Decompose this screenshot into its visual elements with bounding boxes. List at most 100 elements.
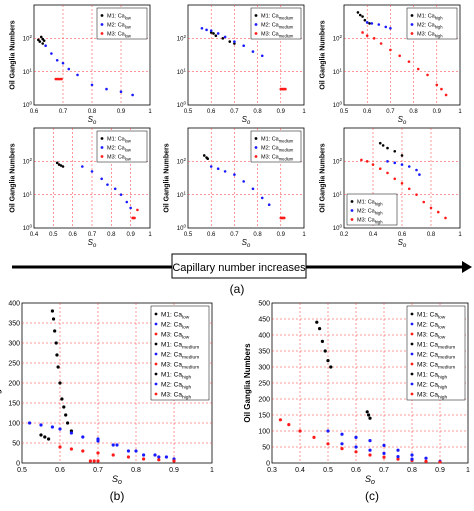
data-point: [200, 26, 204, 30]
data-point: [393, 161, 397, 165]
data-point: [81, 165, 84, 168]
x-tick-label: 1: [302, 232, 306, 238]
y-tick-label: 250: [8, 360, 20, 367]
legend-box: [150, 305, 210, 401]
x-tick-label: 0.7: [59, 109, 68, 115]
y-tick-label-sub: 1: [183, 67, 186, 72]
y-tick-label: 0: [16, 460, 20, 467]
legend-entry: M1: Camedium: [417, 341, 455, 350]
data-point: [41, 42, 44, 45]
data-point: [436, 210, 440, 214]
data-point: [340, 447, 344, 451]
y-tick-label: 100: [8, 420, 20, 427]
legend-entry: M2: Cahigh: [357, 209, 383, 216]
legend-entry-sub: medium: [279, 33, 294, 38]
data-point: [233, 40, 236, 43]
data-point: [100, 177, 103, 181]
y-tick-label: 300: [258, 364, 270, 371]
panel-label-a: (a): [230, 282, 245, 296]
y-axis-label: Oil Ganglia Numbers: [319, 20, 326, 89]
data-point: [371, 163, 375, 166]
legend-entry-sub: low: [438, 324, 446, 330]
data-point: [157, 455, 161, 459]
x-axis-label: So: [398, 115, 407, 126]
legend-entry-sub: high: [435, 15, 443, 20]
data-point: [134, 449, 138, 453]
legend: M1: Calow M2: Calow M3: Calow: [96, 130, 148, 163]
x-axis-label-sub: o: [118, 479, 122, 486]
x-tick-label: 1: [466, 467, 470, 474]
x-tick-label: 0.7: [386, 109, 395, 115]
legend-entry: M2: Calow: [107, 23, 131, 30]
data-point: [365, 160, 369, 163]
legend-entry-sub: high: [438, 374, 447, 380]
data-point: [398, 54, 401, 58]
data-point: [389, 48, 392, 52]
legend-marker: [154, 392, 158, 396]
y-tick-label: 100: [23, 224, 33, 232]
legend-box: [406, 305, 466, 401]
data-point: [260, 196, 264, 200]
data-point: [216, 167, 220, 171]
data-point: [216, 32, 220, 35]
data-point: [119, 90, 123, 94]
y-axis-label: Oil Ganglia Numbers: [163, 143, 170, 212]
x-axis-label: So: [365, 474, 375, 486]
y-tick-label-sub: 2: [29, 34, 32, 39]
legend-entry: M1: Cahigh: [417, 371, 447, 380]
legend-entry: M1: Cahigh: [417, 14, 443, 21]
legend-marker: [100, 32, 104, 35]
legend-marker: [410, 32, 414, 35]
data-point: [119, 193, 123, 196]
y-tick-label-sub: 2: [183, 157, 186, 162]
arrow-label: Capillary number increases: [172, 262, 306, 274]
legend-entry-sub: high: [375, 201, 383, 206]
data-point: [444, 93, 448, 97]
data-point: [55, 353, 59, 357]
data-point: [111, 453, 115, 457]
data-point: [386, 160, 389, 163]
legend-marker: [100, 155, 104, 158]
data-point: [361, 15, 364, 18]
y-tick-label: 101: [333, 190, 343, 198]
legend-entry-sub: high: [435, 33, 443, 38]
data-point: [340, 442, 344, 446]
legend-entry-sub: low: [182, 314, 190, 320]
data-point: [416, 67, 420, 71]
data-point: [326, 359, 330, 363]
data-point: [438, 460, 442, 464]
data-point: [60, 397, 64, 401]
data-point: [282, 216, 286, 220]
data-point: [56, 365, 60, 369]
data-point: [202, 154, 206, 157]
data-point: [426, 73, 429, 77]
data-point: [96, 451, 100, 455]
y-tick-label: 500: [258, 300, 270, 307]
data-point: [386, 171, 389, 175]
data-point: [58, 427, 62, 431]
data-point: [400, 163, 404, 166]
legend-entry-sub: medium: [182, 344, 199, 350]
data-point: [106, 183, 109, 186]
data-point: [164, 455, 168, 459]
data-point: [214, 34, 218, 37]
legend-entry-sub: medium: [182, 364, 199, 370]
data-point: [358, 13, 362, 17]
data-point: [38, 40, 42, 43]
x-axis-label-sub: o: [403, 120, 407, 126]
data-point: [96, 459, 100, 463]
x-tick-label: 0.5: [323, 467, 333, 474]
data-point: [372, 37, 376, 40]
data-point: [50, 425, 55, 429]
data-point: [233, 42, 236, 45]
data-point: [415, 193, 418, 196]
data-point: [389, 26, 392, 30]
y-tick-label-sub: 1: [29, 190, 32, 195]
y-axis-label: Oil Ganglia Numbers: [0, 343, 2, 423]
x-tick-label: 0.5: [184, 232, 193, 238]
x-tick-label: 1: [302, 109, 306, 115]
y-tick-label-sub: 2: [339, 157, 342, 162]
